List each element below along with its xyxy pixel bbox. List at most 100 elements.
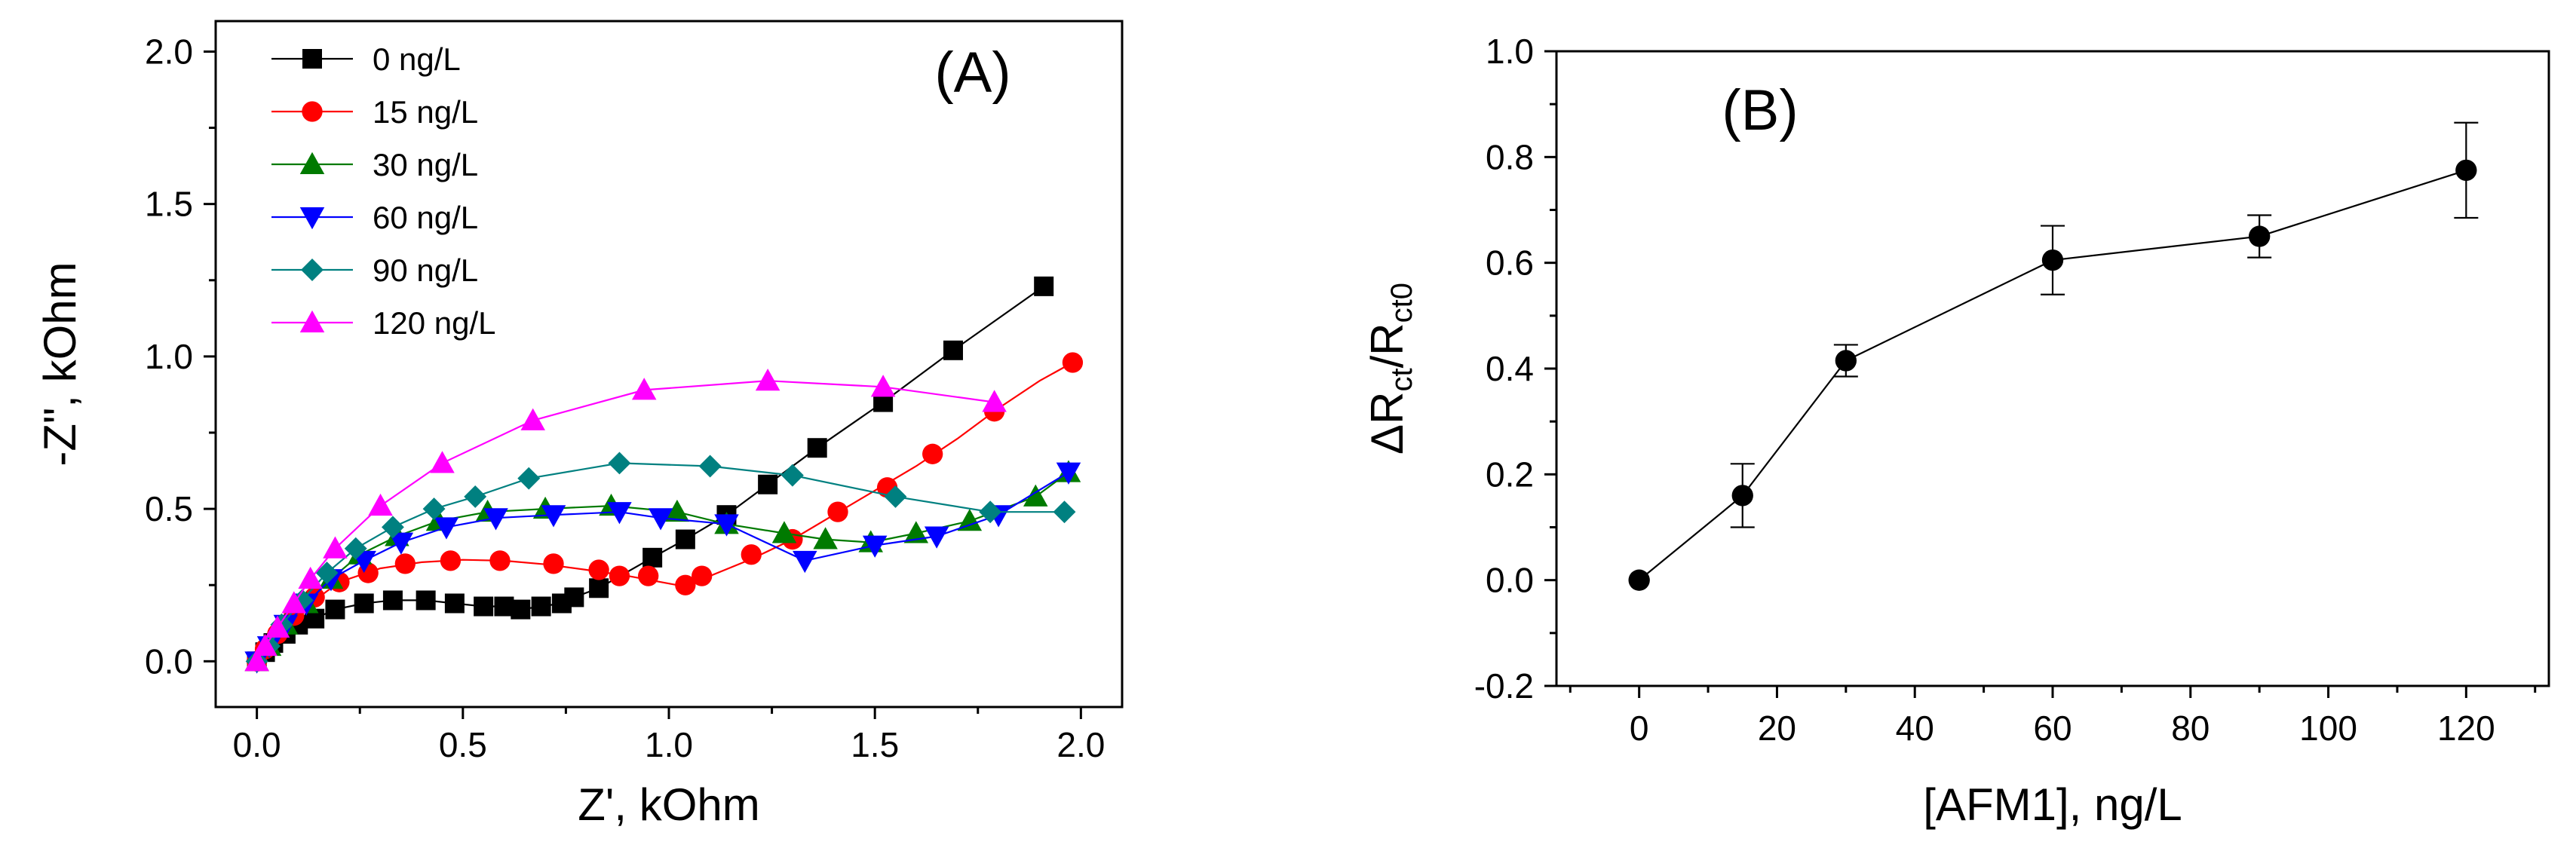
data-point <box>440 550 462 571</box>
data-point <box>2041 249 2064 271</box>
data-point <box>827 501 848 522</box>
x-tick-label: 0 <box>1630 709 1649 748</box>
data-point <box>922 443 943 464</box>
data-point <box>755 368 780 391</box>
x-tick-label: 60 <box>2033 709 2072 748</box>
data-point <box>648 508 673 531</box>
data-point <box>813 527 838 549</box>
data-point <box>1053 500 1076 524</box>
data-point <box>608 451 631 475</box>
legend-marker <box>299 310 325 332</box>
data-point <box>943 340 963 360</box>
data-point <box>253 633 278 657</box>
data-point <box>638 565 659 586</box>
data-point <box>609 565 630 586</box>
legend-entry: 90 ng/L <box>271 253 478 288</box>
data-point <box>771 521 797 543</box>
data-point <box>1628 569 1650 591</box>
data-point <box>589 578 609 598</box>
y-tick-label: 1.0 <box>1486 32 1534 71</box>
legend-marker <box>302 49 322 69</box>
data-point <box>344 537 367 560</box>
data-point <box>884 485 907 508</box>
y-tick-label: 0.0 <box>1486 561 1534 600</box>
y-tick-label: 2.0 <box>145 32 193 71</box>
data-point <box>422 497 446 521</box>
y-tick-label: 0.0 <box>145 641 193 681</box>
y-tick-label: 0.5 <box>145 489 193 528</box>
data-point <box>588 559 609 580</box>
data-point <box>382 590 403 611</box>
legend-label: 15 ng/L <box>373 94 478 130</box>
data-point <box>444 593 465 614</box>
data-point <box>541 505 566 528</box>
y-label-sub-ct: ct <box>1385 368 1418 391</box>
data-point <box>381 516 404 539</box>
x-tick-label: 2.0 <box>1056 725 1105 764</box>
legend-entry: 30 ng/L <box>271 147 478 182</box>
data-point <box>758 474 778 494</box>
data-point <box>870 375 896 397</box>
data-point <box>1056 462 1081 485</box>
data-point <box>675 529 695 549</box>
data-point <box>474 596 494 617</box>
panel-b-label: (B) <box>1722 78 1798 142</box>
legend-marker <box>299 152 325 174</box>
data-point <box>982 390 1007 412</box>
data-point <box>368 493 393 516</box>
data-point <box>698 455 722 478</box>
data-point <box>979 500 1002 524</box>
data-point <box>483 508 508 531</box>
legend-marker <box>302 101 323 122</box>
data-point <box>1062 352 1084 373</box>
data-point <box>494 596 514 617</box>
x-tick-label: 0.5 <box>439 725 487 764</box>
legend-label: 90 ng/L <box>373 253 478 288</box>
data-point <box>692 565 713 586</box>
legend-entry: 0 ng/L <box>271 41 461 77</box>
data-point <box>354 593 374 614</box>
y-tick-label: 1.5 <box>145 185 193 224</box>
data-point <box>1731 485 1753 507</box>
data-point <box>394 553 416 574</box>
y-label-sub-ct0: ct0 <box>1385 283 1418 323</box>
data-point <box>430 451 455 473</box>
data-point <box>862 535 888 558</box>
y-label-slash-r: /R <box>1362 323 1412 368</box>
series-line <box>256 380 995 662</box>
data-point <box>543 553 564 574</box>
panel-b-y-axis-label: ΔRct/Rct0 <box>1362 283 1418 455</box>
data-point <box>1034 276 1054 296</box>
data-point <box>265 615 290 638</box>
legend-label: 30 ng/L <box>373 147 478 182</box>
x-tick-label: 20 <box>1758 709 1796 748</box>
data-point <box>903 521 929 543</box>
panel-a-label: (A) <box>934 41 1010 105</box>
x-tick-label: 80 <box>2171 709 2210 748</box>
legend-label: 60 ng/L <box>373 200 478 235</box>
data-point <box>664 499 690 522</box>
y-tick-label: 0.4 <box>1486 349 1534 388</box>
data-point <box>388 532 414 555</box>
panel-a-chart: 0.0 0.5 1.0 1.5 2.0 0.0 0.5 1.0 1.5 2.0 (A) Z', k… <box>35 20 1124 830</box>
panel-b-x-axis-label: [AFM1], ng/L <box>1923 779 2182 830</box>
legend-entry: 15 ng/L <box>271 94 478 130</box>
y-tick-label: 0.2 <box>1486 455 1534 494</box>
panel-a-ticks: 0.0 0.5 1.0 1.5 2.0 0.0 0.5 1.0 1.5 2.0 <box>145 32 1105 764</box>
data-point <box>464 485 487 508</box>
series-120-ng-l <box>244 368 1007 672</box>
data-point <box>793 550 817 574</box>
panel-a-x-axis-label: Z', kOhm <box>578 779 759 830</box>
x-tick-label: 40 <box>1896 709 1934 748</box>
data-point <box>325 599 345 620</box>
legend-marker <box>301 259 324 281</box>
data-point <box>642 547 663 568</box>
data-point <box>780 464 804 487</box>
data-point <box>675 574 696 595</box>
panel-a-frame <box>214 20 1124 709</box>
data-point <box>511 599 531 620</box>
x-tick-label: 1.5 <box>851 725 899 764</box>
data-point <box>2455 159 2477 182</box>
data-point <box>323 536 348 559</box>
